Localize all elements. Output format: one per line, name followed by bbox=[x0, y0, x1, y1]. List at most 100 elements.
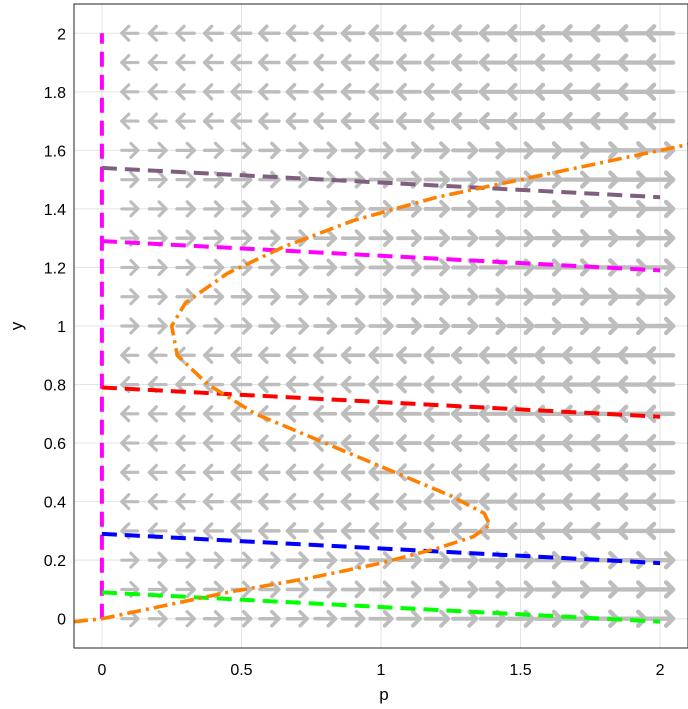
field-arrow bbox=[644, 580, 676, 599]
field-arrow bbox=[423, 53, 451, 72]
field-arrow bbox=[561, 521, 592, 541]
field-arrow bbox=[644, 404, 676, 424]
field-arrow bbox=[395, 112, 422, 131]
field-arrow bbox=[313, 551, 338, 570]
field-arrow bbox=[340, 551, 366, 570]
field-arrow bbox=[230, 375, 253, 394]
x-tick-label: 1.5 bbox=[509, 662, 531, 679]
field-arrow bbox=[258, 112, 281, 130]
field-arrow bbox=[395, 609, 422, 628]
field-arrow bbox=[258, 229, 281, 247]
field-arrow bbox=[202, 258, 225, 277]
field-arrow bbox=[313, 287, 338, 306]
field-arrow bbox=[258, 580, 281, 599]
field-arrow bbox=[395, 375, 422, 394]
field-arrow bbox=[616, 463, 648, 482]
field-arrow bbox=[533, 551, 564, 570]
field-arrow bbox=[285, 551, 309, 569]
field-arrow bbox=[478, 53, 507, 72]
field-arrow bbox=[561, 141, 592, 160]
field-arrow bbox=[340, 404, 366, 423]
y-tick-label: 0.6 bbox=[44, 436, 66, 453]
field-arrow bbox=[147, 346, 168, 364]
field-arrow bbox=[644, 82, 676, 102]
field-arrow bbox=[589, 228, 620, 248]
field-arrow bbox=[147, 258, 168, 277]
field-arrow bbox=[478, 24, 507, 43]
field-arrow bbox=[120, 83, 140, 101]
field-arrow bbox=[202, 346, 225, 364]
field-arrow bbox=[175, 229, 196, 247]
field-arrow bbox=[340, 346, 366, 365]
field-arrow bbox=[478, 404, 507, 423]
field-arrow bbox=[616, 433, 648, 453]
field-arrow bbox=[120, 346, 140, 364]
field-arrow bbox=[368, 492, 394, 511]
field-arrow bbox=[340, 112, 366, 130]
field-arrow bbox=[120, 405, 140, 423]
field-arrow bbox=[230, 463, 253, 482]
field-arrow bbox=[478, 229, 507, 248]
field-arrow bbox=[561, 199, 592, 219]
series-line-6 bbox=[101, 590, 661, 624]
field-arrow bbox=[395, 463, 422, 482]
field-arrow bbox=[395, 521, 422, 540]
y-tick-label: 0 bbox=[57, 612, 66, 629]
field-arrow bbox=[506, 141, 535, 160]
field-arrow bbox=[644, 228, 676, 248]
field-arrow bbox=[258, 258, 281, 277]
y-axis-label: y bbox=[7, 321, 26, 330]
field-arrow bbox=[451, 346, 479, 365]
field-arrow bbox=[313, 492, 338, 511]
field-arrow bbox=[202, 229, 225, 247]
x-tick-label: 0.5 bbox=[230, 662, 252, 679]
field-arrow bbox=[644, 258, 676, 277]
field-arrow bbox=[561, 24, 592, 43]
field-arrow bbox=[313, 580, 338, 599]
series-line-3 bbox=[101, 239, 661, 273]
field-arrow bbox=[340, 522, 366, 540]
field-arrow bbox=[285, 83, 309, 101]
field-arrow bbox=[340, 375, 366, 394]
field-arrow bbox=[644, 521, 676, 541]
field-arrow bbox=[313, 24, 338, 43]
y-tick-label: 1.4 bbox=[44, 202, 66, 219]
field-arrow bbox=[258, 287, 281, 306]
field-arrow bbox=[451, 258, 479, 277]
field-arrow bbox=[340, 463, 366, 482]
field-arrow bbox=[533, 53, 564, 72]
field-arrow bbox=[423, 551, 451, 570]
field-arrow bbox=[644, 550, 676, 570]
field-arrow bbox=[202, 492, 225, 511]
field-arrow bbox=[175, 317, 196, 335]
field-arrow bbox=[147, 317, 168, 335]
field-arrow bbox=[478, 521, 507, 540]
field-arrow bbox=[423, 287, 451, 306]
field-arrow bbox=[202, 112, 225, 130]
field-arrow bbox=[175, 200, 196, 218]
field-arrow bbox=[423, 521, 451, 540]
field-arrow bbox=[561, 346, 592, 365]
field-arrow bbox=[202, 405, 225, 423]
field-arrow bbox=[313, 404, 338, 423]
field-arrow bbox=[368, 229, 394, 248]
field-arrow bbox=[533, 287, 564, 306]
field-arrow bbox=[285, 405, 309, 423]
field-arrow bbox=[589, 521, 620, 541]
field-arrow bbox=[230, 229, 253, 247]
field-arrow bbox=[478, 434, 507, 453]
field-arrow bbox=[533, 463, 564, 482]
y-tick-label: 1.6 bbox=[44, 143, 66, 160]
field-arrow bbox=[395, 82, 422, 101]
field-arrow bbox=[340, 229, 366, 248]
field-arrow bbox=[258, 463, 281, 482]
field-arrow bbox=[258, 609, 281, 628]
field-arrow bbox=[533, 580, 564, 599]
field-arrow bbox=[368, 82, 394, 101]
field-arrow bbox=[202, 288, 225, 306]
field-arrow bbox=[644, 609, 676, 628]
field-arrow bbox=[506, 463, 535, 482]
field-arrow bbox=[120, 53, 140, 72]
field-arrow bbox=[368, 346, 394, 365]
field-arrow bbox=[533, 521, 564, 541]
